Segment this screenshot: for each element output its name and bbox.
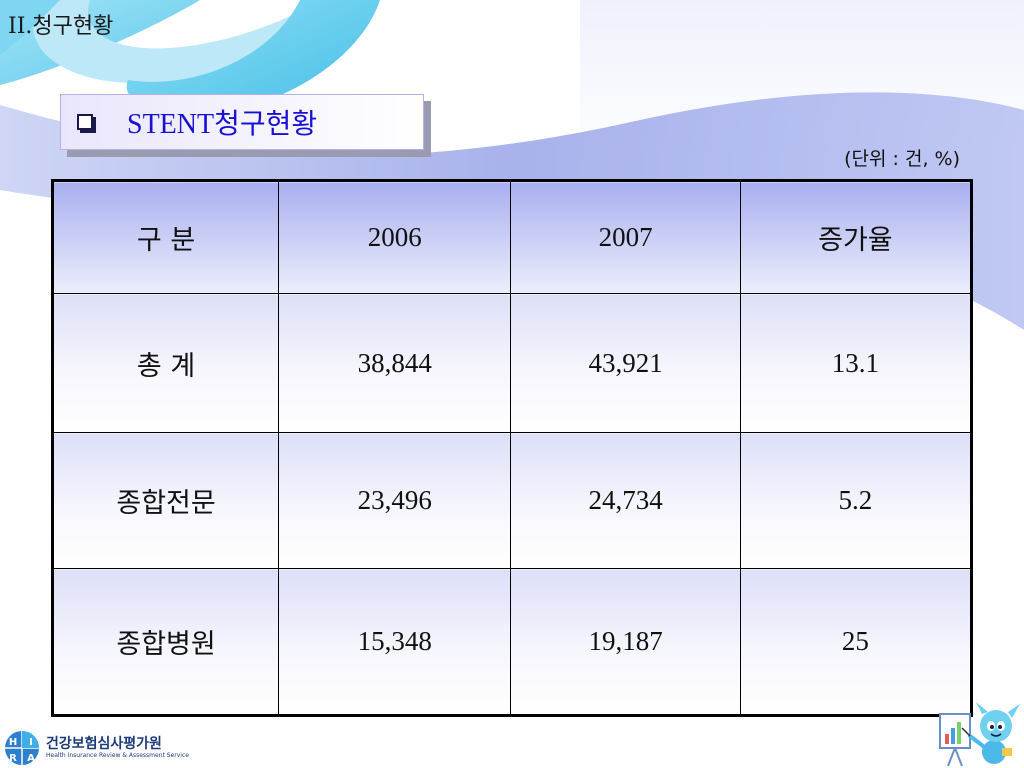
claims-table: 구 분 2006 2007 증가율 총 계 38,844 43,921 13.1… (51, 179, 973, 717)
cell-2007: 43,921 (510, 293, 741, 433)
row-label: 종합전문 (51, 432, 280, 569)
header-growth-rate: 증가율 (739, 180, 973, 294)
logo-letter-r: R (9, 753, 17, 764)
hira-logo: H I R A 건강보험심사평가원 Health Insurance Revie… (4, 730, 189, 766)
header-2006: 2006 (278, 180, 512, 294)
section-title-box: STENT청구현황 (60, 94, 424, 150)
logo-letter-i: I (29, 737, 33, 748)
table-row: 종합병원 15,348 19,187 25 (51, 568, 973, 716)
cell-2007: 19,187 (510, 568, 741, 716)
cell-growth: 5.2 (739, 432, 973, 569)
logo-korean-name: 건강보험심사평가원 (46, 736, 162, 752)
table-row: 총 계 38,844 43,921 13.1 (51, 293, 973, 433)
header-category: 구 분 (51, 180, 280, 294)
logo-english-name: Health Insurance Review & Assessment Ser… (46, 752, 189, 759)
cell-2006: 15,348 (278, 568, 512, 716)
hira-logo-mark-icon: H I R A (5, 731, 39, 765)
mascot-presenter-icon (939, 702, 1020, 767)
checkbox-bullet-icon (77, 114, 93, 130)
cell-2006: 23,496 (278, 432, 512, 569)
table-row: 종합전문 23,496 24,734 5.2 (51, 432, 973, 569)
header-2007: 2007 (510, 180, 741, 294)
logo-letter-h: H (9, 737, 17, 748)
logo-letter-a: A (27, 753, 35, 764)
section-title: STENT청구현황 (127, 109, 318, 140)
cell-growth: 13.1 (739, 293, 973, 433)
table-header-row: 구 분 2006 2007 증가율 (51, 180, 973, 294)
row-label: 총 계 (51, 293, 280, 433)
row-label: 종합병원 (51, 568, 280, 716)
logo-text: 건강보험심사평가원 Health Insurance Review & Asse… (46, 736, 189, 760)
cell-growth: 25 (739, 568, 973, 716)
cell-2006: 38,844 (278, 293, 512, 433)
breadcrumb: II.청구현황 (8, 14, 114, 39)
unit-note: (단위 : 건, %) (844, 148, 960, 170)
cell-2007: 24,734 (510, 432, 741, 569)
